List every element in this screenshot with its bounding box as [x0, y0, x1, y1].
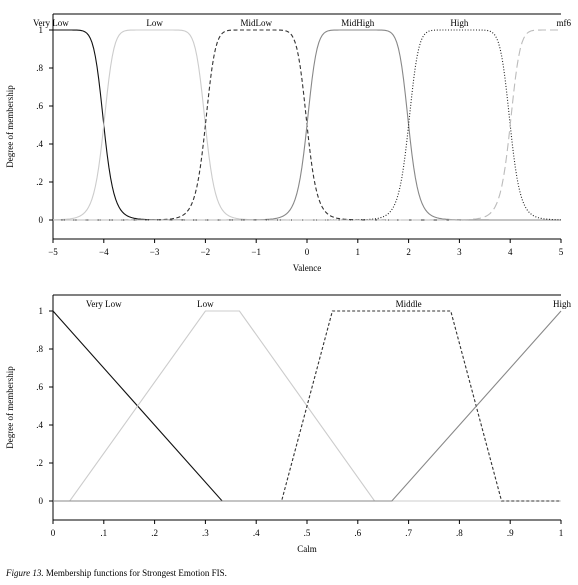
y-tick-label: .2 — [36, 177, 43, 187]
series-label-mf6: mf6 — [557, 18, 572, 28]
figure-caption-text: Membership functions for Strongest Emoti… — [43, 568, 227, 578]
x-tick-label: .8 — [456, 528, 463, 538]
x-tick-label: 4 — [508, 247, 513, 257]
y-axis-label: Degree of membership — [5, 85, 15, 168]
x-tick-label: .7 — [405, 528, 412, 538]
series-line-high — [53, 310, 562, 502]
x-tick-label: −2 — [201, 247, 211, 257]
series-label-middle: Middle — [396, 299, 422, 309]
x-tick-label: .6 — [354, 528, 361, 538]
x-tick-label: 2 — [406, 247, 411, 257]
x-tick-label: −1 — [251, 247, 261, 257]
series-label-low: Low — [146, 18, 163, 28]
x-tick-label: 0 — [305, 247, 310, 257]
series-label-high: High — [450, 18, 469, 28]
series-line-mf6 — [53, 29, 561, 221]
series-label-midhigh: MidHigh — [341, 18, 375, 28]
x-tick-label: −5 — [48, 247, 58, 257]
y-axis-label: Degree of membership — [5, 366, 15, 449]
y-tick-label: .4 — [36, 139, 43, 149]
x-tick-label: .2 — [151, 528, 158, 538]
series-label-very-low: Very Low — [86, 299, 122, 309]
y-tick-label: .2 — [36, 458, 43, 468]
x-axis-label: Calm — [297, 544, 317, 554]
x-tick-label: .4 — [253, 528, 260, 538]
chart-1: 0 .2 .4 .6 .8 1 −5 −4 −3 −2 −1 0 1 2 3 4 5 Valence Degree … — [5, 13, 572, 273]
series-label-midlow: MidLow — [240, 18, 272, 28]
x-tick-label: .9 — [507, 528, 514, 538]
x-tick-label: .3 — [202, 528, 209, 538]
y-tick-label: .8 — [36, 63, 43, 73]
x-tick-label: .5 — [304, 528, 311, 538]
y-tick-label: 0 — [39, 496, 44, 506]
y-tick-label: 1 — [39, 25, 44, 35]
y-tick-label: 1 — [39, 306, 44, 316]
x-tick-label: 0 — [51, 528, 56, 538]
x-tick-label: 1 — [559, 528, 564, 538]
figure-caption-label: Figure 13. — [6, 568, 44, 578]
y-tick-label: .8 — [36, 344, 43, 354]
series-label-low: Low — [197, 299, 214, 309]
chart-2: 0 .2 .4 .6 .8 1 0 .1 .2 .3 .4 .5 .6 .7 .8 .9 1 Calm Degree… — [5, 294, 572, 554]
x-tick-label: 3 — [457, 247, 462, 257]
figure-caption: Figure 13. Membership functions for Stro… — [6, 568, 227, 578]
series-line-middle — [53, 310, 561, 502]
x-axis-label: Valence — [293, 263, 321, 273]
y-tick-label: .4 — [36, 420, 43, 430]
x-tick-label: −4 — [99, 247, 109, 257]
x-tick-label: .1 — [100, 528, 107, 538]
x-tick-label: −3 — [150, 247, 160, 257]
x-tick-label: 1 — [356, 247, 361, 257]
y-tick-label: 0 — [39, 215, 44, 225]
x-tick-label: 5 — [559, 247, 564, 257]
y-tick-label: .6 — [36, 101, 43, 111]
series-label-very-low: Very Low — [33, 18, 69, 28]
y-tick-label: .6 — [36, 382, 43, 392]
series-label-high: High — [553, 299, 572, 309]
series-line-midhigh — [53, 29, 561, 221]
